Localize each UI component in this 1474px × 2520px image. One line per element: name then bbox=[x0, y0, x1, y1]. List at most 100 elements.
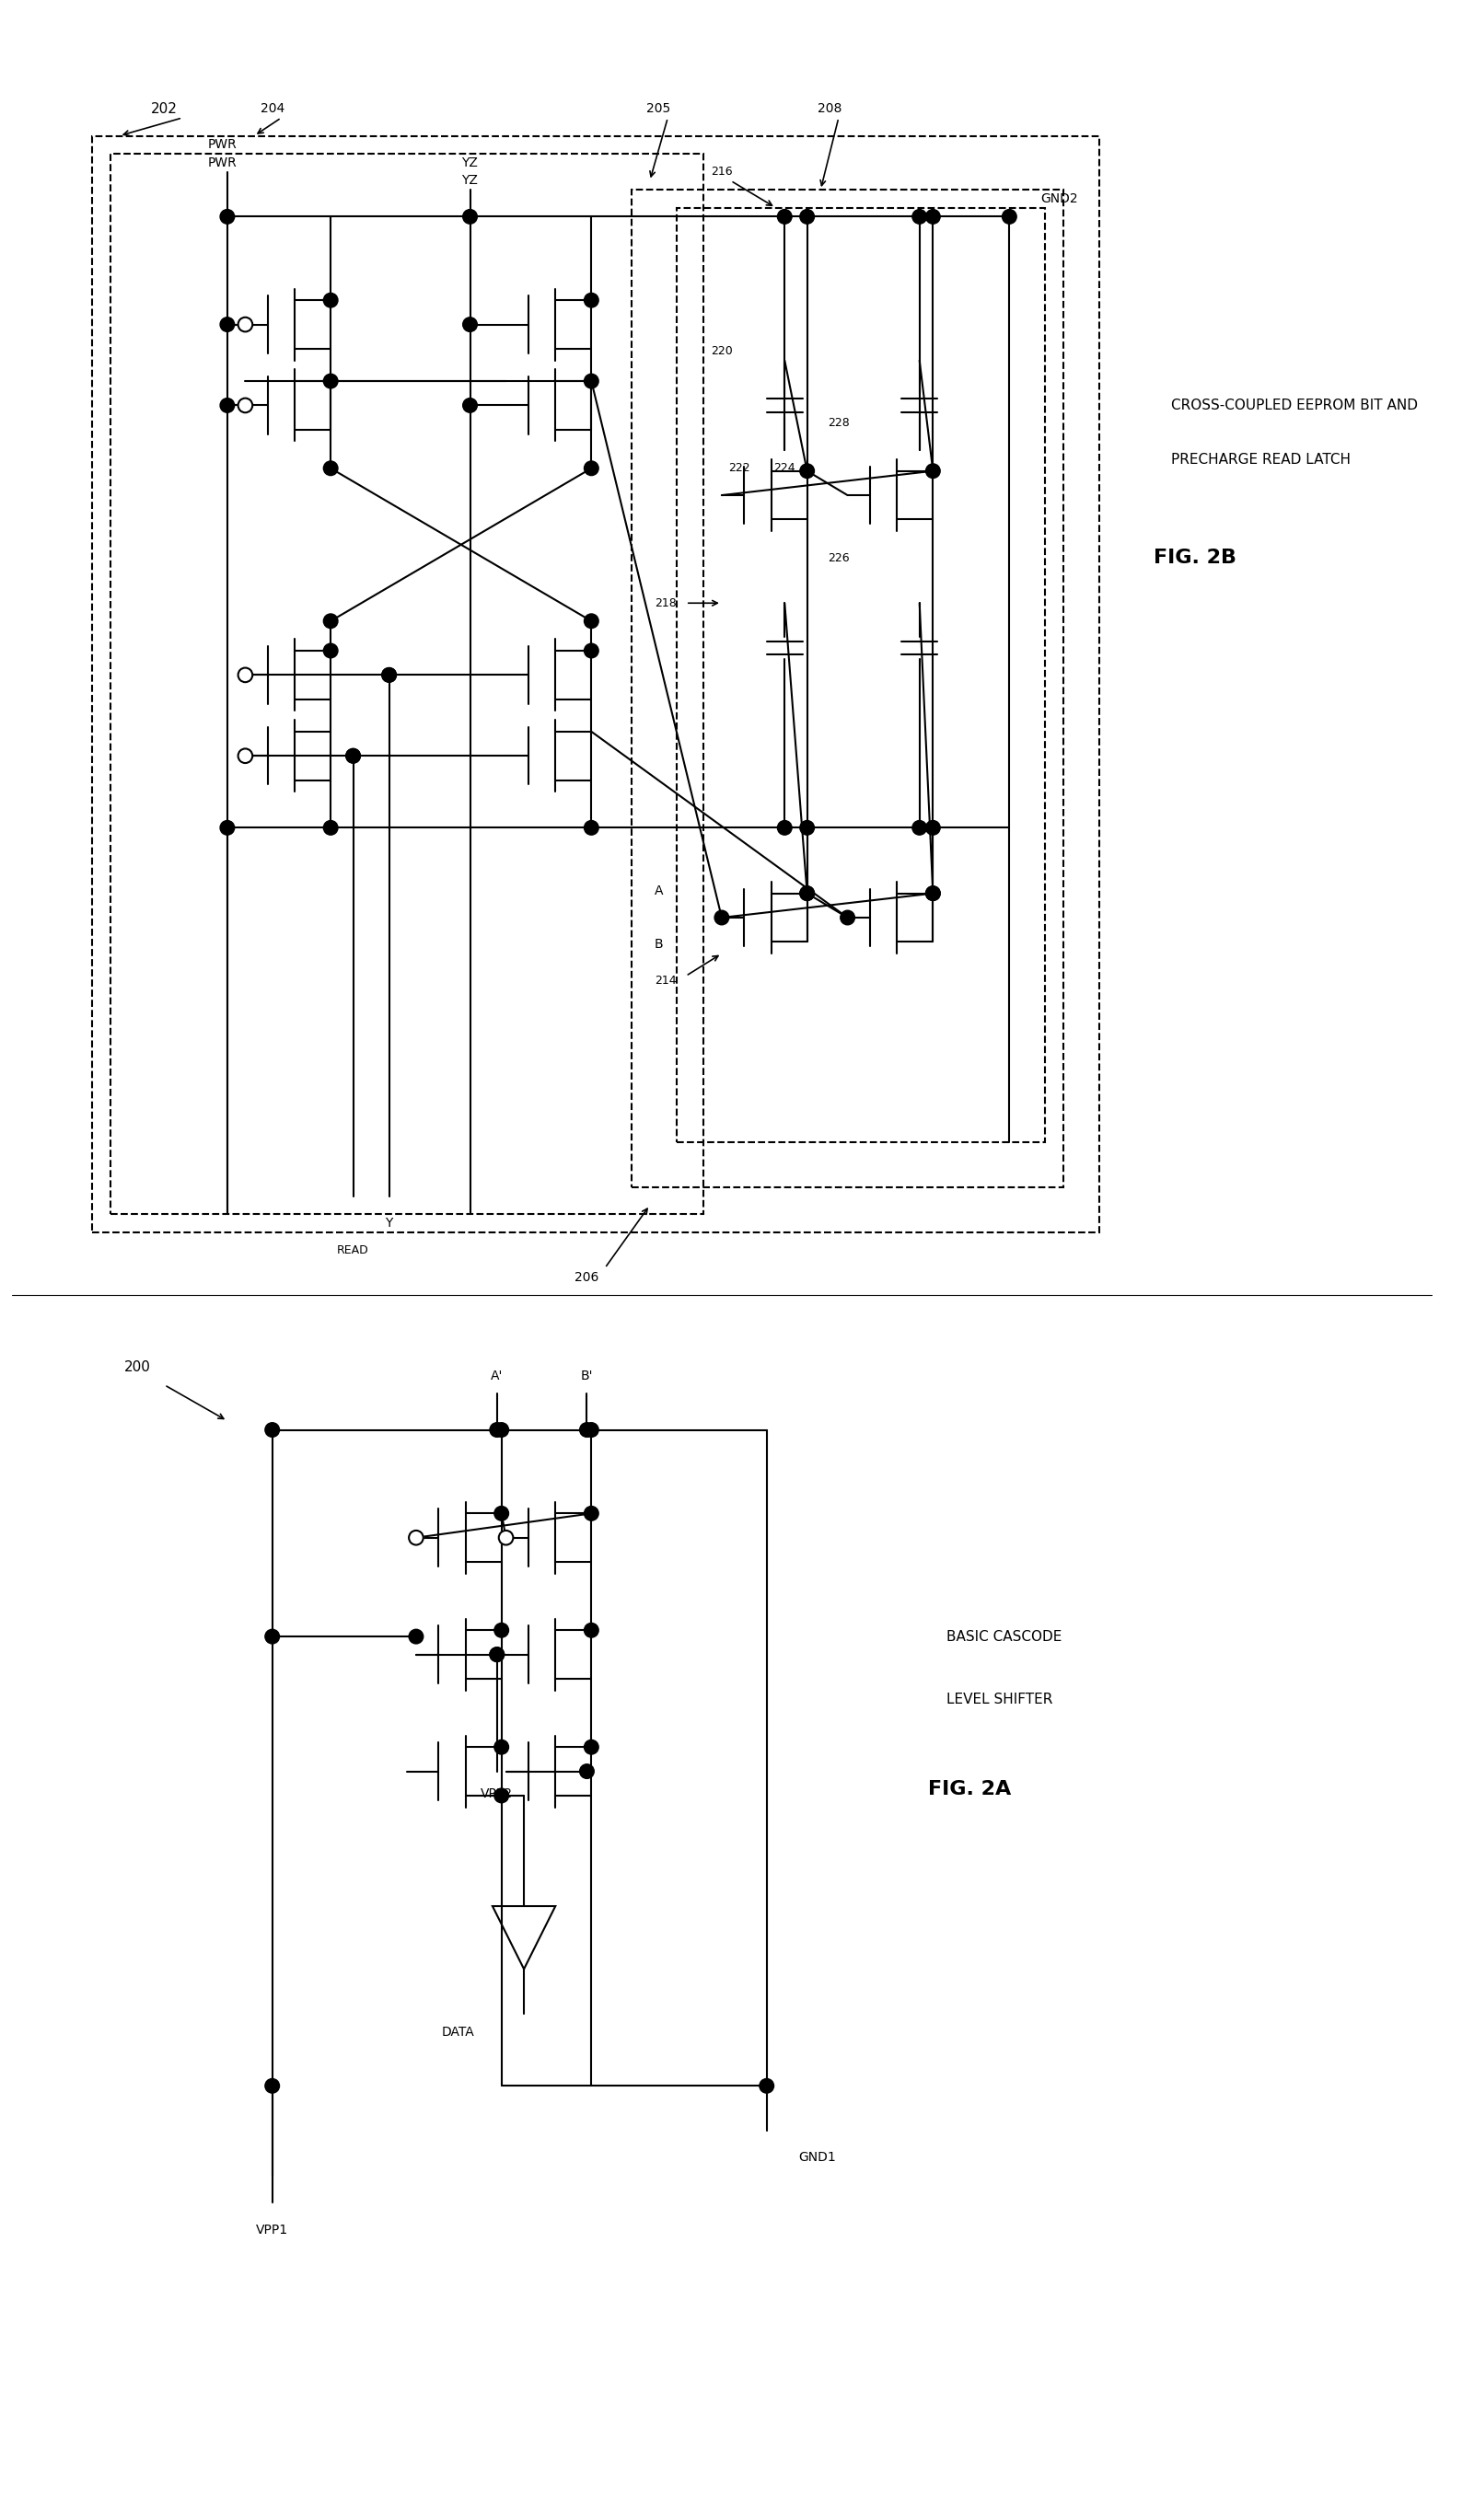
Circle shape bbox=[265, 2079, 280, 2094]
Circle shape bbox=[800, 209, 814, 224]
Circle shape bbox=[346, 748, 360, 764]
Circle shape bbox=[800, 887, 814, 900]
Text: 208: 208 bbox=[818, 103, 842, 116]
Text: A: A bbox=[654, 885, 663, 897]
Circle shape bbox=[800, 887, 814, 900]
Text: 222: 222 bbox=[728, 461, 750, 474]
Bar bbox=[632, 189, 1063, 1187]
Text: 220: 220 bbox=[710, 345, 733, 358]
Circle shape bbox=[584, 292, 598, 307]
Circle shape bbox=[498, 1530, 513, 1545]
Circle shape bbox=[239, 748, 252, 764]
Text: A': A' bbox=[491, 1368, 503, 1383]
Text: 226: 226 bbox=[828, 552, 849, 564]
Circle shape bbox=[346, 748, 360, 764]
Circle shape bbox=[382, 668, 397, 683]
Text: READ: READ bbox=[338, 1245, 368, 1255]
Circle shape bbox=[239, 398, 252, 413]
Circle shape bbox=[584, 1507, 598, 1520]
Circle shape bbox=[408, 1630, 423, 1643]
Circle shape bbox=[926, 887, 940, 900]
Circle shape bbox=[926, 209, 940, 224]
Text: VPP1: VPP1 bbox=[256, 2223, 289, 2235]
Circle shape bbox=[239, 318, 252, 333]
Circle shape bbox=[323, 373, 338, 388]
Circle shape bbox=[584, 615, 598, 627]
Circle shape bbox=[323, 615, 338, 627]
Circle shape bbox=[584, 373, 598, 388]
Text: YZ: YZ bbox=[461, 156, 478, 169]
Circle shape bbox=[220, 822, 234, 834]
Circle shape bbox=[912, 209, 927, 224]
Text: 205: 205 bbox=[647, 103, 671, 116]
Text: 216: 216 bbox=[710, 166, 733, 179]
Circle shape bbox=[584, 822, 598, 834]
Circle shape bbox=[494, 1424, 509, 1436]
Circle shape bbox=[912, 822, 927, 834]
Text: VPP2: VPP2 bbox=[481, 1787, 513, 1799]
Circle shape bbox=[777, 209, 792, 224]
Text: FIG. 2A: FIG. 2A bbox=[929, 1779, 1011, 1799]
Circle shape bbox=[584, 1623, 598, 1638]
Circle shape bbox=[926, 822, 940, 834]
Circle shape bbox=[800, 464, 814, 479]
Circle shape bbox=[800, 822, 814, 834]
Circle shape bbox=[220, 398, 234, 413]
Circle shape bbox=[323, 822, 338, 834]
Text: PRECHARGE READ LATCH: PRECHARGE READ LATCH bbox=[1172, 454, 1350, 466]
Circle shape bbox=[584, 1424, 598, 1436]
Text: 228: 228 bbox=[827, 418, 849, 428]
Circle shape bbox=[220, 318, 234, 333]
Text: LEVEL SHIFTER: LEVEL SHIFTER bbox=[946, 1693, 1052, 1706]
Circle shape bbox=[265, 1424, 280, 1436]
Circle shape bbox=[584, 461, 598, 476]
Text: GND2: GND2 bbox=[1041, 192, 1079, 204]
Circle shape bbox=[408, 1530, 423, 1545]
Circle shape bbox=[489, 1648, 504, 1661]
Text: FIG. 2B: FIG. 2B bbox=[1153, 549, 1237, 567]
Circle shape bbox=[494, 1623, 509, 1638]
Bar bbox=[111, 154, 703, 1215]
Text: B: B bbox=[654, 937, 663, 950]
Circle shape bbox=[382, 668, 397, 683]
Text: PWR: PWR bbox=[208, 139, 237, 151]
Text: 204: 204 bbox=[259, 103, 284, 116]
Circle shape bbox=[494, 1789, 509, 1802]
Circle shape bbox=[463, 398, 478, 413]
Circle shape bbox=[926, 887, 940, 900]
Text: 214: 214 bbox=[654, 975, 677, 985]
Circle shape bbox=[584, 1739, 598, 1754]
Text: 200: 200 bbox=[124, 1361, 150, 1373]
Circle shape bbox=[840, 910, 855, 925]
Circle shape bbox=[489, 1648, 504, 1661]
Circle shape bbox=[220, 209, 234, 224]
Text: 224: 224 bbox=[774, 461, 796, 474]
Text: PWR: PWR bbox=[208, 156, 237, 169]
Circle shape bbox=[584, 643, 598, 658]
Circle shape bbox=[579, 1424, 594, 1436]
Circle shape bbox=[777, 822, 792, 834]
Circle shape bbox=[239, 668, 252, 683]
Text: 202: 202 bbox=[150, 101, 178, 116]
Circle shape bbox=[323, 292, 338, 307]
Text: 206: 206 bbox=[575, 1270, 598, 1283]
Text: GND1: GND1 bbox=[797, 2152, 836, 2165]
Circle shape bbox=[489, 1424, 504, 1436]
Circle shape bbox=[323, 461, 338, 476]
Circle shape bbox=[1002, 209, 1017, 224]
Text: Y: Y bbox=[385, 1217, 394, 1230]
Text: CROSS-COUPLED EEPROM BIT AND: CROSS-COUPLED EEPROM BIT AND bbox=[1172, 398, 1418, 413]
Circle shape bbox=[494, 1739, 509, 1754]
Bar bbox=[677, 207, 1045, 1142]
Text: 218: 218 bbox=[654, 597, 677, 610]
Circle shape bbox=[579, 1764, 594, 1779]
Circle shape bbox=[323, 643, 338, 658]
Text: YZ: YZ bbox=[461, 174, 478, 186]
Circle shape bbox=[759, 2079, 774, 2094]
Circle shape bbox=[463, 209, 478, 224]
Circle shape bbox=[926, 464, 940, 479]
Circle shape bbox=[463, 318, 478, 333]
Text: DATA: DATA bbox=[442, 2026, 475, 2039]
Bar bbox=[93, 136, 1100, 1232]
Text: B': B' bbox=[581, 1368, 593, 1383]
